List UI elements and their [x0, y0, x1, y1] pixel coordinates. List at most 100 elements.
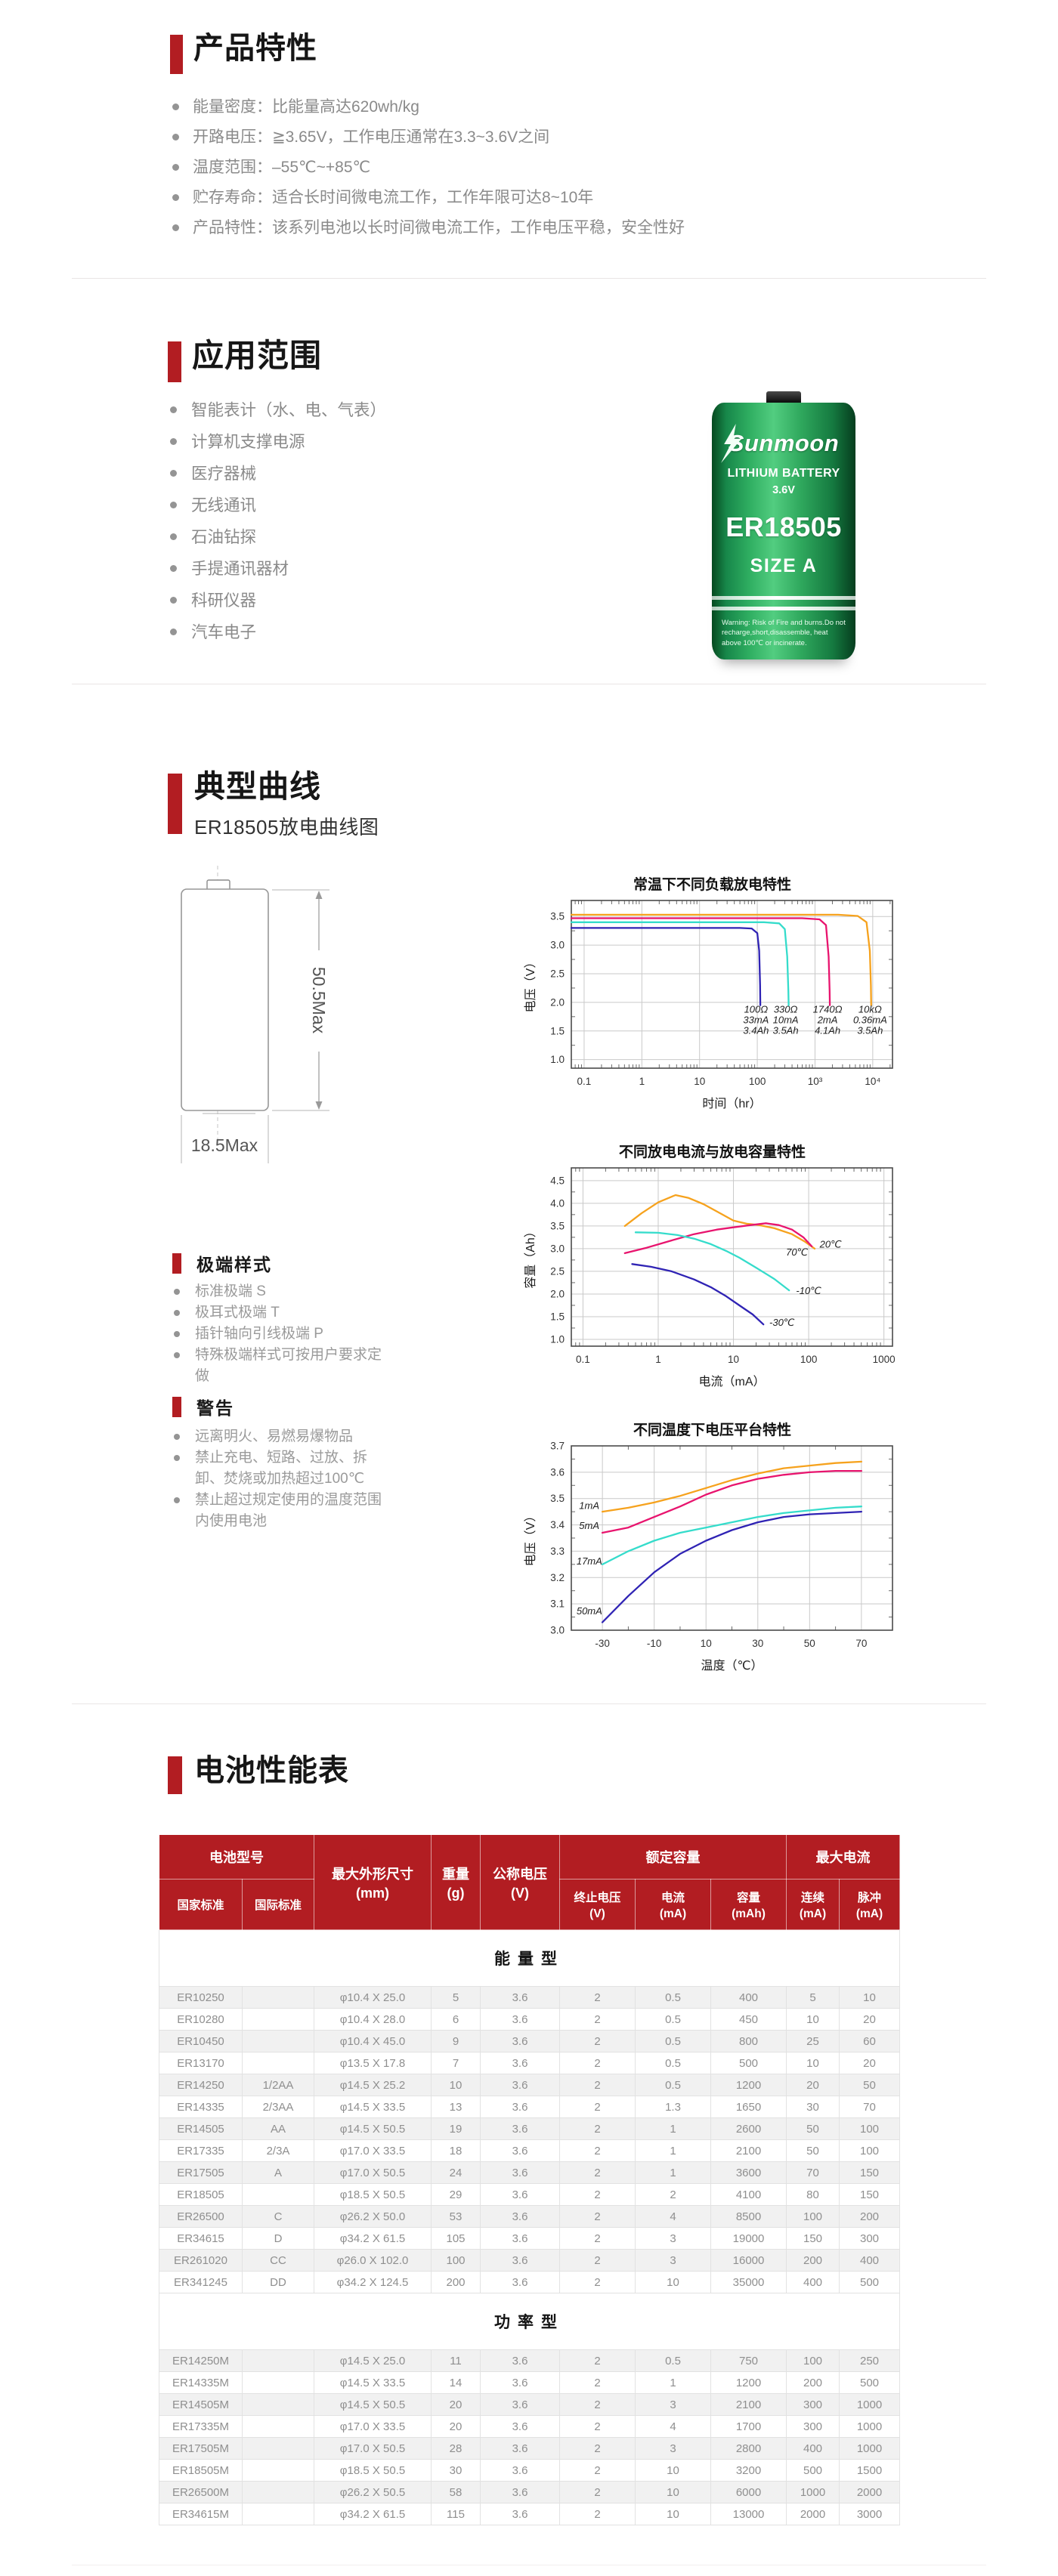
table-cell: 2: [559, 2052, 636, 2074]
table-row: ER17335 2/3A φ17.0 X 33.5 18 3.6 2 1 2100 50 100: [159, 2139, 901, 2162]
x-tick-label: 100: [800, 1354, 818, 1365]
series-label: 330Ω: [774, 1004, 798, 1015]
table-cell: 2: [559, 2249, 636, 2272]
y-tick-label: 3.0: [550, 1243, 565, 1254]
battery-brand: Sunmoon: [728, 430, 840, 456]
series-line: [623, 1194, 816, 1250]
section-title-curves: 典型曲线: [194, 769, 321, 804]
x-tick-label: 0.1: [576, 1354, 590, 1365]
table-cell: φ14.5 X 33.5: [314, 2096, 432, 2118]
list-item-text: 开路电压：≧3.65V，工作电压通常在3.3~3.6V之间: [193, 128, 550, 146]
list-item-text: 标准极端 S: [195, 1283, 266, 1299]
table-cell: 200: [786, 2371, 840, 2394]
table-cell: ER14335: [159, 2096, 243, 2118]
y-tick-label: 3.2: [550, 1572, 565, 1583]
table-header: 电池型号 最大外形尺寸 (mm) 重量 (g) 公称电压 (V) 额定容量 最大电流 国家标准 国际…: [159, 1834, 901, 1930]
table-cell: 3: [635, 2227, 711, 2250]
table-cell: 100: [786, 2349, 840, 2372]
table-cell: ER14505M: [159, 2393, 243, 2416]
table-cell: ER10450: [159, 2030, 243, 2052]
section-header-performance: 电池性能表: [168, 1753, 349, 1794]
table-cell: 2: [559, 2139, 636, 2162]
y-tick-label: 4.0: [550, 1197, 565, 1209]
table-cell: [242, 2030, 314, 2052]
table-cell: 10: [635, 2503, 711, 2525]
section-marker-icon: [168, 341, 181, 382]
list-item: 手提通讯器材: [170, 553, 386, 585]
bullet-icon: [170, 597, 177, 604]
table-cell: 10: [635, 2481, 711, 2503]
table-cell: 200: [839, 2205, 901, 2228]
table-cell: 11: [431, 2349, 481, 2372]
x-tick-label: 10⁴: [865, 1076, 880, 1087]
table-cell: 1200: [710, 2371, 787, 2394]
bullet-icon: [170, 533, 177, 540]
table-cell: 3.6: [480, 2271, 560, 2293]
y-tick-label: 3.7: [550, 1441, 565, 1452]
section-marker-icon: [172, 1252, 181, 1274]
table-row: ER34615M φ34.2 X 61.5 115 3.6 2 10 13000 2000 30…: [159, 2503, 901, 2525]
table-cell: 2800: [710, 2437, 787, 2460]
width-dimension-label: 18.5Max: [191, 1135, 258, 1155]
table-cell: 100: [786, 2205, 840, 2228]
table-cell: [242, 2393, 314, 2416]
table-cell: 19: [431, 2117, 481, 2140]
table-cell: 4100: [710, 2183, 787, 2206]
table-cell: 2: [559, 2271, 636, 2293]
terminal-styles-list: 标准极端 S 极耳式极端 T 插针轴向引线极端 P 特殊极端样式可按用户要求定做: [174, 1281, 389, 1387]
list-item-text: 石油钻探: [191, 528, 257, 546]
table-cell: φ14.5 X 25.0: [314, 2349, 432, 2372]
battery-type-text: LITHIUM BATTERY: [727, 467, 840, 480]
list-item-text: 科研仪器: [191, 591, 257, 610]
bullet-icon: [174, 1331, 180, 1337]
bullet-icon: [174, 1289, 180, 1295]
table-cell: ER18505: [159, 2183, 243, 2206]
list-item-text: 特殊极端样式可按用户要求定做: [195, 1347, 382, 1384]
table-row: ER14335 2/3AA φ14.5 X 33.5 13 3.6 2 1.3 1650 30 7…: [159, 2096, 901, 2118]
list-item-text: 产品特性：该系列电池以长时间微电流工作，工作电压平稳，安全性好: [193, 219, 685, 236]
table-header-cell: 连续 (mA): [786, 1879, 840, 1930]
table-cell: 5: [431, 1986, 481, 2009]
series-label: 10kΩ: [858, 1004, 882, 1015]
x-tick-label: 70: [855, 1638, 867, 1649]
series-line: [570, 913, 872, 1006]
table-cell: 3: [635, 2393, 711, 2416]
list-item: 禁止充电、短路、过放、拆卸、焚烧或加热超过100℃: [174, 1447, 389, 1490]
table-group-label: 能量型: [158, 1929, 901, 1987]
section-marker-icon: [168, 774, 182, 834]
list-item-text: 计算机支撑电源: [191, 433, 305, 451]
table-cell: 10: [786, 2008, 840, 2031]
series-line: [634, 1231, 790, 1292]
table-cell: 2: [559, 2437, 636, 2460]
table-cell: 1000: [839, 2437, 901, 2460]
chart-current-capacity: 不同放电电流与放电容量特性 1.0 1.5 2.0 2.5 3.0 3.5 4.0 4.5 0.1…: [521, 1142, 903, 1393]
chart-title: 常温下不同负载放电特性: [633, 876, 791, 893]
table-cell: 3200: [710, 2459, 787, 2482]
list-item: 极耳式极端 T: [174, 1302, 389, 1324]
table-cell: 2: [559, 2415, 636, 2438]
battery-product-image: Sunmoon LITHIUM BATTERY 3.6V ER18505 SIZ…: [712, 391, 855, 662]
table-cell: 2: [559, 2393, 636, 2416]
table-cell: 200: [786, 2249, 840, 2272]
table-cell: 1500: [839, 2459, 901, 2482]
bullet-icon: [170, 565, 177, 572]
table-cell: 115: [431, 2503, 481, 2525]
table-cell: 2/3A: [242, 2139, 314, 2162]
list-item-text: 贮存寿命：适合长时间微电流工作，工作年限可达8~10年: [193, 189, 594, 206]
table-cell: CC: [242, 2249, 314, 2272]
series-label: 1mA: [579, 1500, 599, 1512]
table-cell: 2: [559, 2096, 636, 2118]
bullet-icon: [174, 1434, 180, 1440]
table-cell: ER14335M: [159, 2371, 243, 2394]
table-row: ER17335M φ17.0 X 33.5 20 3.6 2 4 1700 300 1000: [159, 2415, 901, 2438]
table-cell: 58: [431, 2481, 481, 2503]
series-line: [570, 917, 831, 1006]
table-cell: ER17505M: [159, 2437, 243, 2460]
table-cell: 29: [431, 2183, 481, 2206]
table-cell: [242, 2052, 314, 2074]
table-cell: 105: [431, 2227, 481, 2250]
table-cell: 1: [635, 2117, 711, 2140]
y-tick-label: 2.5: [550, 968, 565, 979]
table-cell: 1000: [839, 2415, 901, 2438]
list-item: 禁止超过规定使用的温度范围内使用电池: [174, 1490, 389, 1532]
